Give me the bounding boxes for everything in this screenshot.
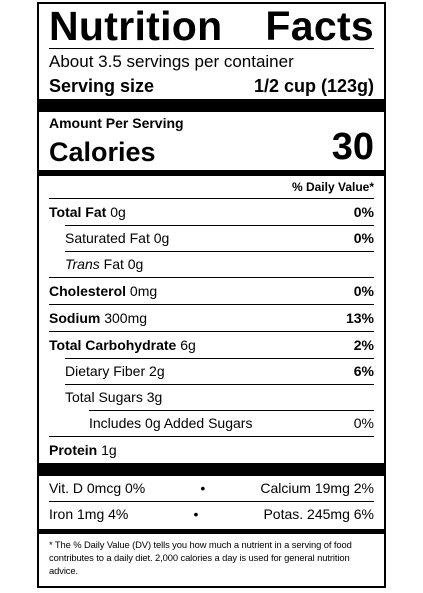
nutrient-dv: 0%	[353, 283, 374, 299]
nutrient-dv: 0%	[353, 415, 374, 431]
nutrient-amount: 0g	[153, 230, 170, 246]
bullet: •	[193, 506, 199, 522]
nutrient-name: Total Fat	[49, 204, 107, 220]
vitamin-divider	[49, 501, 374, 502]
nutrient-row-added-sugars: Includes 0g Added Sugars 0%	[49, 410, 374, 436]
nutrient-row-total-carbohydrate: Total Carbohydrate 6g 2%	[49, 331, 374, 358]
nutrient-name: Total Carbohydrate	[49, 337, 177, 353]
nutrient-name-suffix: Fat	[103, 256, 124, 272]
nutrition-facts-label: Nutrition Facts About 3.5 servings per c…	[37, 2, 386, 588]
vitamin-row-1: Vit. D 0mcg 0% • Calcium 19mg 2%	[49, 476, 374, 501]
nutrient-row-protein: Protein 1g	[49, 436, 374, 463]
title-nutrition: Nutrition	[49, 3, 223, 49]
nutrient-amount: 0mg	[129, 283, 158, 299]
nutrient-name: Total Sugars	[65, 389, 143, 405]
medium-divider	[39, 170, 384, 176]
calcium: Calcium 19mg 2%	[260, 480, 374, 496]
nutrient-row-trans-fat: Trans Fat 0g	[49, 251, 374, 277]
nutrient-row-total-fat: Total Fat 0g 0%	[49, 198, 374, 225]
nutrient-row-cholesterol: Cholesterol 0mg 0%	[49, 277, 374, 304]
thick-divider-vitamins	[39, 463, 384, 476]
nutrient-dv: 2%	[353, 337, 374, 353]
nutrient-row-saturated-fat: Saturated Fat 0g 0%	[49, 225, 374, 251]
nutrient-dv: 6%	[353, 363, 374, 379]
calories-row: Calories 30	[49, 127, 374, 167]
vitamin-row-2: Iron 1mg 4% • Potas. 245mg 6%	[49, 502, 374, 527]
nutrient-amount: 3g	[146, 389, 163, 405]
nutrient-amount: 6g	[180, 337, 196, 353]
serving-size-row: Serving size 1/2 cup (123g)	[49, 72, 374, 97]
label-title: Nutrition Facts	[49, 4, 374, 48]
daily-value-header: % Daily Value*	[291, 180, 374, 194]
title-facts: Facts	[265, 3, 374, 49]
nutrient-row-total-sugars: Total Sugars 3g	[49, 384, 374, 410]
added-sugars-text: Includes 0g Added Sugars	[89, 415, 253, 431]
nutrient-name: Dietary Fiber	[65, 363, 146, 379]
bullet: •	[200, 480, 206, 496]
servings-per-container: About 3.5 servings per container	[49, 52, 294, 71]
medium-divider-footnote	[39, 529, 384, 534]
nutrient-row-sodium: Sodium 300mg 13%	[49, 304, 374, 331]
amount-per-serving: Amount Per Serving	[49, 115, 184, 131]
nutrient-amount: 0g	[127, 256, 144, 272]
nutrient-name: Protein	[49, 442, 98, 458]
vitamin-d: Vit. D 0mcg 0%	[49, 480, 146, 496]
potassium: Potas. 245mg 6%	[263, 506, 374, 522]
nutrient-row-dietary-fiber: Dietary Fiber 2g 6%	[49, 358, 374, 384]
nutrient-amount: 1g	[101, 442, 117, 458]
daily-value-footnote: * The % Daily Value (DV) tells you how m…	[49, 539, 352, 576]
thick-divider	[39, 99, 384, 112]
nutrient-name: Saturated Fat	[65, 230, 150, 246]
title-divider	[49, 48, 374, 49]
calories-value: 30	[331, 126, 374, 168]
nutrient-amount: 0g	[110, 204, 126, 220]
nutrient-dv: 13%	[345, 310, 374, 326]
nutrient-name: Trans	[65, 256, 100, 272]
nutrient-amount: 2g	[149, 363, 165, 379]
calories-label: Calories	[49, 137, 156, 167]
nutrient-dv: 0%	[353, 204, 374, 220]
nutrient-name: Sodium	[49, 310, 101, 326]
nutrient-dv: 0%	[353, 230, 374, 246]
nutrient-name: Cholesterol	[49, 283, 127, 299]
serving-size-value: 1/2 cup (123g)	[253, 76, 374, 96]
nutrient-amount: 300mg	[104, 310, 148, 326]
iron: Iron 1mg 4%	[49, 506, 129, 522]
serving-size-label: Serving size	[49, 76, 155, 96]
